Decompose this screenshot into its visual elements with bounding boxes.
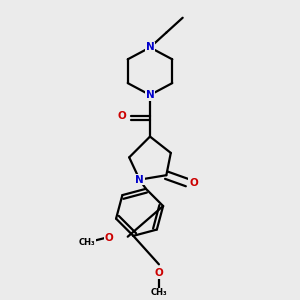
Text: N: N: [146, 90, 154, 100]
Text: O: O: [118, 111, 127, 121]
Text: O: O: [105, 233, 113, 243]
Text: N: N: [135, 175, 144, 185]
Text: CH₃: CH₃: [151, 288, 167, 297]
Text: O: O: [154, 268, 163, 278]
Text: O: O: [189, 178, 198, 188]
Text: CH₃: CH₃: [79, 238, 95, 247]
Text: N: N: [146, 42, 154, 52]
